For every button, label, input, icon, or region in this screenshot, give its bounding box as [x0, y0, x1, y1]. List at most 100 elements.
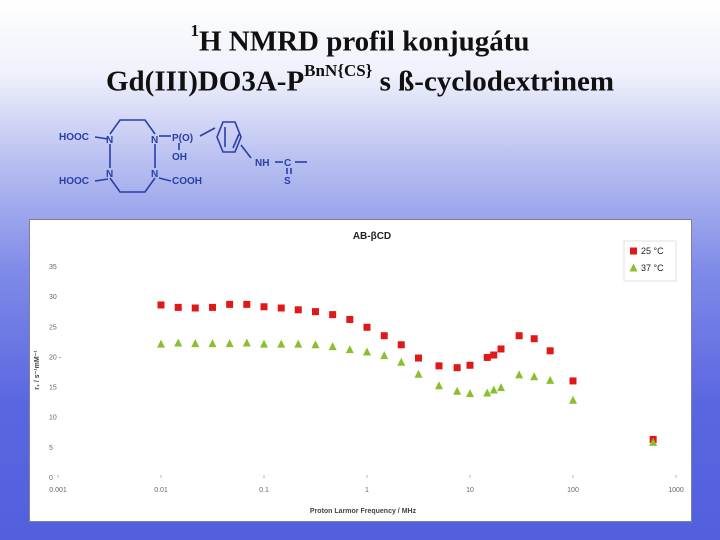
data-point [363, 323, 371, 331]
data-point [490, 351, 498, 359]
data-point [346, 315, 354, 323]
x-tick-label: 100 [567, 487, 579, 494]
data-point [497, 345, 505, 353]
title-line2-superscript: BnN{CS} [304, 61, 373, 80]
data-point [311, 340, 320, 349]
data-point [414, 354, 422, 362]
data-point [277, 339, 286, 348]
data-point [174, 303, 182, 311]
y-tick-label: 30 [49, 294, 57, 301]
nmrd-chart: AB-βCD 0 5 10 15 20 - 25 30 35 0.001 0.01 0.1 1 10 1… [34, 231, 684, 515]
data-point [225, 339, 234, 348]
data-point [530, 335, 538, 343]
nmrd-chart-panel: AB-βCD 0 5 10 15 20 - 25 30 35 0.001 0.01 0.1 1 10 1… [29, 219, 692, 522]
sulfur-label: S [284, 176, 291, 187]
legend-swatch [629, 263, 638, 272]
data-point [260, 339, 268, 348]
chart-legend: 25 °C 37 °C [623, 240, 677, 282]
x-tick-label: 1 [365, 487, 369, 494]
data-point [483, 353, 491, 361]
y-tick-label: 10 [49, 415, 57, 422]
phosphinate-label: P(O) [172, 133, 193, 144]
legend-label: 25 °C [641, 246, 664, 256]
x-tick-label: 1000 [668, 487, 684, 494]
data-point [191, 339, 200, 348]
data-point [569, 395, 577, 404]
y-axis-label: r₁ / s⁻¹mM⁻¹ [34, 350, 41, 390]
data-point [328, 342, 337, 351]
hydroxyl-label: OH [172, 152, 187, 163]
data-point [260, 303, 268, 311]
data-point [208, 303, 216, 311]
legend-label: 37 °C [641, 263, 664, 273]
y-tick-label: 15 [49, 385, 57, 392]
data-point [434, 381, 443, 390]
data-point [208, 339, 217, 348]
y-tick-label: 20 - [49, 354, 62, 361]
y-tick-label: 35 [49, 264, 57, 271]
amine-label: NH [255, 158, 269, 169]
data-point [294, 339, 303, 348]
x-tick-label: 0.01 [154, 487, 168, 494]
data-point [242, 338, 251, 347]
title-line2-main: Gd(III)DO3A-P [106, 65, 305, 98]
data-point [397, 357, 406, 366]
data-point [515, 370, 524, 379]
carboxyl-label: COOH [172, 176, 202, 187]
data-point [453, 386, 462, 395]
slide-title-line2: Gd(III)DO3A-PBnN{CS} s ß-cyclodextrinem [0, 58, 720, 99]
data-point [345, 345, 354, 354]
data-point [174, 338, 183, 347]
data-point [466, 389, 474, 398]
x-axis-ticks: 0.001 0.01 0.1 1 10 100 1000 [49, 475, 684, 494]
chart-title: AB-βCD [353, 231, 391, 242]
data-point [489, 385, 498, 394]
hooc-bottom-label: HOOC [59, 176, 89, 187]
data-point [380, 332, 388, 340]
x-axis-label: Proton Larmor Frequency / MHz [310, 508, 417, 515]
x-tick-label: 0.1 [259, 487, 269, 494]
data-point [226, 300, 234, 308]
data-point [435, 362, 443, 370]
data-point [649, 437, 658, 446]
y-axis-ticks: 0 5 10 15 20 - 25 30 35 [49, 264, 62, 482]
data-point [363, 347, 371, 356]
hooc-top-label: HOOC [59, 132, 89, 143]
data-series [157, 300, 658, 446]
carbon-label: C [284, 158, 291, 169]
data-point [414, 369, 423, 378]
data-point [569, 377, 577, 385]
data-point [311, 308, 319, 316]
ring-nitrogen-1: N [106, 135, 113, 146]
data-point [157, 339, 165, 348]
title-line1-text: H NMRD profil konjugátu [198, 25, 530, 58]
data-point [453, 364, 461, 372]
series-2 [157, 338, 658, 446]
data-point [294, 306, 302, 314]
data-point [530, 372, 539, 381]
data-point [546, 375, 555, 384]
data-point [397, 341, 405, 349]
data-point [497, 383, 506, 392]
data-point [546, 347, 554, 355]
data-point [329, 311, 337, 319]
data-point [515, 332, 523, 340]
data-point [157, 301, 165, 309]
chemical-structure-diagram: HOOC HOOC N N N N P(O) OH COOH NH C S [59, 119, 307, 193]
data-point [483, 388, 492, 397]
x-tick-label: 10 [466, 487, 474, 494]
title-nucleus-superscript: 1 [190, 21, 199, 40]
y-tick-label: 5 [49, 445, 53, 452]
data-point [243, 300, 251, 308]
y-tick-label: 0 [49, 475, 53, 482]
title-line2-end: s ß-cyclodextrinem [372, 65, 614, 98]
data-point [466, 361, 474, 369]
slide-title-line1: 1H NMRD profil konjugátu [0, 18, 720, 59]
ring-nitrogen-2: N [151, 135, 158, 146]
series-1 [157, 300, 657, 443]
data-point [380, 351, 389, 360]
ring-nitrogen-3: N [106, 169, 113, 180]
legend-swatch [630, 247, 637, 255]
ring-nitrogen-4: N [151, 169, 158, 180]
data-point [277, 304, 285, 312]
